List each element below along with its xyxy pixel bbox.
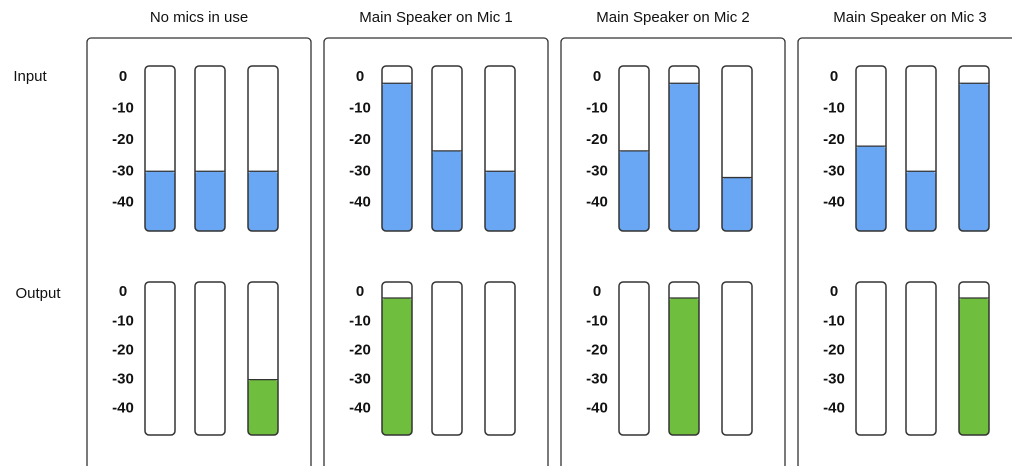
meter-frame	[668, 281, 700, 436]
meter-frame	[905, 281, 937, 436]
meter-level	[722, 177, 752, 231]
meter-frame	[618, 281, 650, 436]
row-label: Input	[13, 68, 47, 85]
meter-frame	[905, 65, 937, 232]
panel	[323, 37, 549, 466]
scale-label: -30	[586, 162, 608, 179]
meter-level	[382, 298, 412, 435]
meter-frame	[721, 281, 753, 436]
meter-frame	[194, 65, 226, 232]
meter-frame	[381, 281, 413, 436]
scale-label: -40	[349, 194, 371, 211]
meter-frame	[721, 65, 753, 232]
panel	[86, 37, 312, 466]
meter-background	[619, 282, 649, 435]
scale-label: -20	[349, 341, 371, 358]
meter-level	[382, 83, 412, 232]
scale-label: -20	[823, 131, 845, 148]
scale-label: 0	[830, 68, 838, 85]
scale-label: 0	[593, 68, 601, 85]
scale-label: -10	[112, 312, 134, 329]
meter-level	[669, 298, 699, 435]
meter-frame	[618, 65, 650, 232]
scale-label: -40	[823, 194, 845, 211]
scale-label: -20	[112, 131, 134, 148]
meter-level	[195, 171, 225, 231]
meter-level	[248, 379, 278, 435]
meter-frame	[144, 65, 176, 232]
meter-frame	[958, 65, 990, 232]
scale-label: -40	[349, 400, 371, 417]
scale-label: -30	[349, 371, 371, 388]
scale-label: -20	[349, 131, 371, 148]
meter-background	[722, 282, 752, 435]
meter-level	[619, 150, 649, 231]
scale-label: 0	[356, 68, 364, 85]
scale-label: -40	[586, 194, 608, 211]
scale-label: -10	[823, 312, 845, 329]
meter-frame	[431, 281, 463, 436]
meter-level	[432, 150, 462, 231]
scale-label: 0	[119, 68, 127, 85]
panel-title: No mics in use	[150, 9, 248, 26]
panel	[560, 37, 786, 466]
meter-level	[669, 83, 699, 232]
meter-frame	[144, 281, 176, 436]
scale-label: -20	[112, 341, 134, 358]
panel	[797, 37, 1012, 466]
panel-title: Main Speaker on Mic 2	[596, 9, 749, 26]
row-label: Output	[15, 285, 61, 302]
scale-label: -10	[112, 99, 134, 116]
meter-frame	[484, 65, 516, 232]
meter-frame	[247, 281, 279, 436]
scale-label: -20	[586, 341, 608, 358]
scale-label: -40	[823, 400, 845, 417]
meter-frame	[958, 281, 990, 436]
meter-level	[485, 171, 515, 231]
scale-label: -10	[349, 312, 371, 329]
scale-label: -40	[112, 400, 134, 417]
scale-label: -20	[823, 341, 845, 358]
scale-label: 0	[593, 283, 601, 300]
meter-frame	[381, 65, 413, 232]
scale-label: -30	[112, 162, 134, 179]
meter-background	[906, 282, 936, 435]
scale-label: -10	[586, 312, 608, 329]
meter-frame	[194, 281, 226, 436]
meter-frame	[855, 65, 887, 232]
meter-frame	[431, 65, 463, 232]
scale-label: -30	[823, 371, 845, 388]
meter-frame	[855, 281, 887, 436]
meter-level	[959, 83, 989, 232]
meter-level	[145, 171, 175, 231]
scale-label: -30	[112, 371, 134, 388]
scale-label: -20	[586, 131, 608, 148]
scale-label: -40	[112, 194, 134, 211]
scale-label: -30	[586, 371, 608, 388]
scale-label: -10	[586, 99, 608, 116]
scale-label: -10	[349, 99, 371, 116]
scale-label: -40	[586, 400, 608, 417]
scale-label: -10	[823, 99, 845, 116]
meter-level	[248, 171, 278, 231]
panel-title: Main Speaker on Mic 1	[359, 9, 512, 26]
meter-background	[485, 282, 515, 435]
meter-frame	[668, 65, 700, 232]
meter-frame	[247, 65, 279, 232]
scale-label: -30	[823, 162, 845, 179]
scale-label: 0	[356, 283, 364, 300]
meter-level	[959, 298, 989, 435]
meter-background	[856, 282, 886, 435]
scale-label: -30	[349, 162, 371, 179]
scale-label: 0	[830, 283, 838, 300]
meter-background	[145, 282, 175, 435]
scale-label: 0	[119, 283, 127, 300]
meter-frame	[484, 281, 516, 436]
meter-level	[856, 146, 886, 231]
meter-level	[906, 171, 936, 231]
panel-title: Main Speaker on Mic 3	[833, 9, 986, 26]
meter-background	[432, 282, 462, 435]
meter-background	[195, 282, 225, 435]
